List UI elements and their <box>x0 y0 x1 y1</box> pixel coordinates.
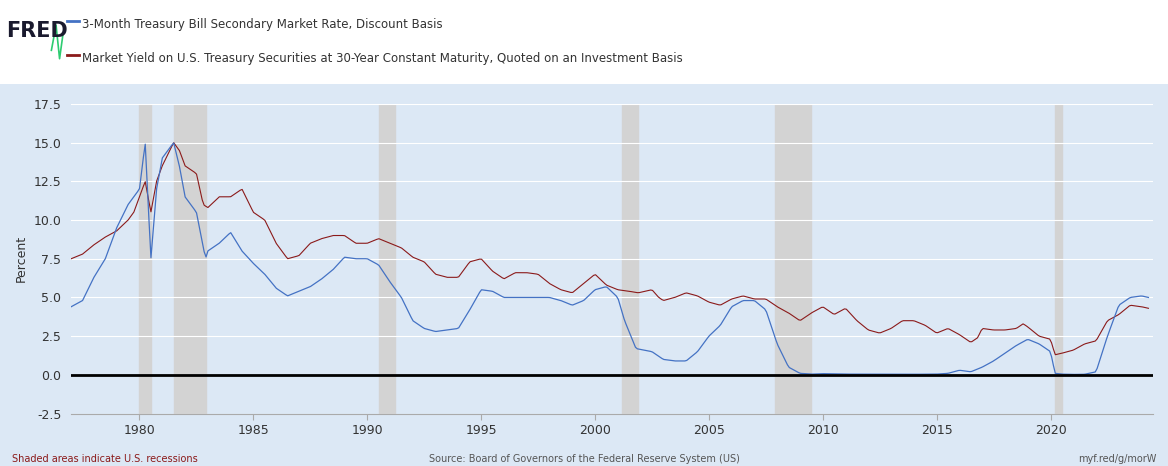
Bar <box>174 104 206 414</box>
Bar <box>378 104 395 414</box>
Bar <box>623 104 638 414</box>
Y-axis label: Percent: Percent <box>15 235 28 282</box>
Text: Source: Board of Governors of the Federal Reserve System (US): Source: Board of Governors of the Federa… <box>429 454 739 464</box>
Text: FRED: FRED <box>6 21 68 41</box>
Text: 3-Month Treasury Bill Secondary Market Rate, Discount Basis: 3-Month Treasury Bill Secondary Market R… <box>82 19 443 31</box>
Text: Market Yield on U.S. Treasury Securities at 30-Year Constant Maturity, Quoted on: Market Yield on U.S. Treasury Securities… <box>82 52 682 65</box>
Bar <box>1055 104 1062 414</box>
Text: myf.red/g/morW: myf.red/g/morW <box>1078 454 1156 464</box>
Bar <box>774 104 812 414</box>
Bar <box>139 104 151 414</box>
Text: Shaded areas indicate U.S. recessions: Shaded areas indicate U.S. recessions <box>12 454 197 464</box>
FancyBboxPatch shape <box>0 0 64 84</box>
